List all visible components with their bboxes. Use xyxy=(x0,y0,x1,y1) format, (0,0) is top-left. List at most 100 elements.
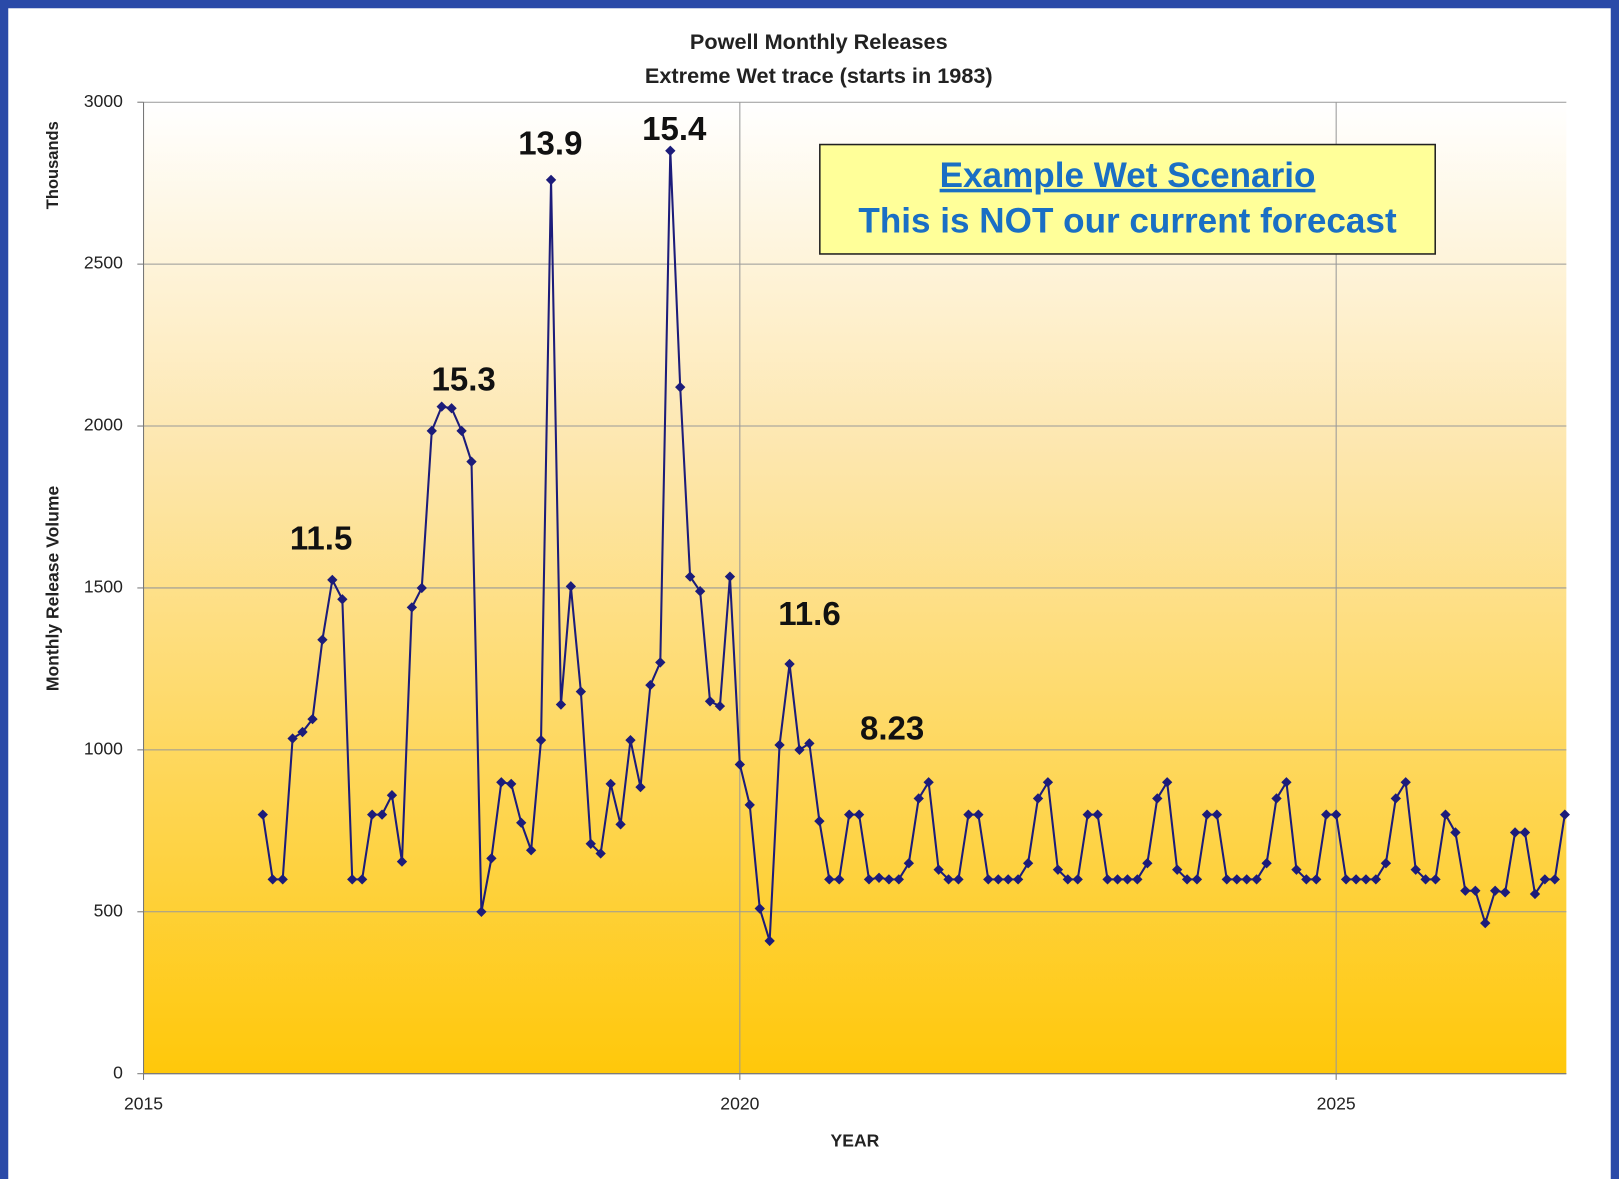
data-point xyxy=(1489,885,1501,896)
y-tick-label: 2500 xyxy=(84,253,123,273)
note-link[interactable]: Example Wet Scenario xyxy=(940,156,1316,195)
chart-title: Powell Monthly Releases xyxy=(690,29,948,54)
data-point xyxy=(834,874,845,885)
data-point xyxy=(456,425,467,437)
x-tick-label: 2020 xyxy=(720,1093,759,1113)
x-axis-label: YEAR xyxy=(831,1130,880,1150)
data-point xyxy=(575,686,587,697)
data-point xyxy=(535,734,547,746)
note-text: This is NOT our current forecast xyxy=(858,201,1397,240)
data-point xyxy=(1181,874,1193,885)
data-point xyxy=(734,759,746,770)
annotation: 15.3 xyxy=(431,361,495,398)
data-point xyxy=(347,874,358,885)
data-point xyxy=(774,739,785,751)
data-point xyxy=(1380,858,1392,869)
data-point xyxy=(963,809,974,820)
data-point xyxy=(1152,793,1163,804)
data-point xyxy=(1410,864,1421,875)
x-tick-label: 2015 xyxy=(124,1093,163,1113)
data-point xyxy=(1102,874,1113,885)
data-point xyxy=(525,845,537,856)
grid xyxy=(137,101,1567,1080)
data-point xyxy=(1142,858,1153,869)
y-tick-label: 3000 xyxy=(84,91,123,111)
note-box xyxy=(819,143,1436,255)
annotation: 13.9 xyxy=(518,124,582,161)
data-point xyxy=(1430,874,1441,885)
data-point xyxy=(1012,874,1024,885)
data-point xyxy=(883,874,895,885)
data-point xyxy=(824,874,835,885)
data-point xyxy=(814,815,825,827)
data-point xyxy=(1022,858,1034,869)
data-point xyxy=(327,574,338,586)
data-point xyxy=(1559,809,1570,820)
y-tick-label: 1000 xyxy=(84,739,123,759)
x-tick-label: 2025 xyxy=(1317,1093,1356,1113)
y-axis-unit: Thousands xyxy=(44,121,62,209)
data-point xyxy=(1529,888,1541,900)
data-point xyxy=(257,809,268,820)
data-point xyxy=(1032,793,1044,804)
y-tick-label: 2000 xyxy=(84,415,123,435)
y-tick-label: 0 xyxy=(113,1062,123,1082)
data-point xyxy=(595,848,606,859)
data-point xyxy=(446,403,457,414)
data-point xyxy=(1092,809,1103,820)
data-point xyxy=(307,713,318,725)
data-point xyxy=(1519,827,1531,838)
data-point xyxy=(675,382,686,393)
data-point xyxy=(983,874,994,885)
data-point xyxy=(1251,874,1262,885)
data-point xyxy=(1420,874,1431,885)
data-point xyxy=(1271,793,1282,804)
data-point xyxy=(913,793,924,804)
annotation: 8.23 xyxy=(860,710,924,747)
data-point xyxy=(1062,874,1073,885)
data-point xyxy=(764,935,775,947)
data-point xyxy=(973,809,984,820)
data-point xyxy=(1330,809,1342,820)
annotation: 11.6 xyxy=(778,595,840,632)
data-point xyxy=(466,456,477,467)
data-point xyxy=(1360,874,1372,885)
y-axis-label: Monthly Release Volume xyxy=(42,486,62,692)
data-point xyxy=(923,777,934,788)
data-point xyxy=(1281,777,1292,788)
data-point xyxy=(1370,874,1382,885)
data-point xyxy=(1400,777,1411,788)
data-point xyxy=(1301,874,1312,885)
data-point xyxy=(1112,874,1123,885)
data-point xyxy=(1241,874,1252,885)
data-point xyxy=(1321,809,1332,820)
data-point xyxy=(1052,864,1064,875)
data-point xyxy=(1082,809,1093,820)
data-point xyxy=(476,906,487,917)
data-point xyxy=(1460,885,1471,896)
data-point xyxy=(1132,874,1143,885)
data-point xyxy=(317,634,328,645)
data-point xyxy=(665,145,676,156)
y-tick-label: 1500 xyxy=(84,577,123,597)
data-point xyxy=(1172,864,1183,875)
data-point xyxy=(1231,874,1242,885)
data-point xyxy=(1211,809,1223,820)
data-point xyxy=(1549,874,1560,885)
data-point xyxy=(903,858,915,869)
data-point xyxy=(267,874,278,885)
data-point xyxy=(635,781,646,793)
data-point xyxy=(1499,887,1511,898)
y-tick-label: 500 xyxy=(94,900,124,920)
data-point xyxy=(277,874,288,885)
data-point xyxy=(585,838,596,849)
data-point xyxy=(1261,858,1272,869)
data-point xyxy=(1340,874,1352,885)
data-point xyxy=(1509,827,1521,838)
data-point xyxy=(1480,917,1491,929)
annotation: 15.4 xyxy=(642,110,707,147)
data-point xyxy=(1191,874,1203,885)
data-point xyxy=(1470,885,1481,896)
